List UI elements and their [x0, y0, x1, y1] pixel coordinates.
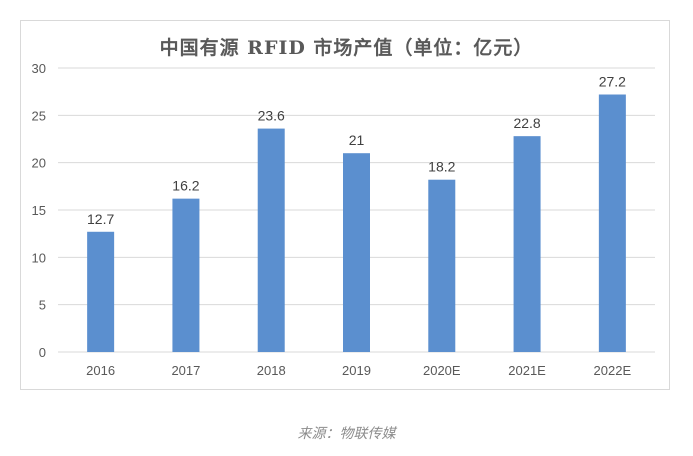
y-tick-label: 20	[32, 156, 46, 171]
bar	[598, 94, 626, 353]
value-label: 18.2	[428, 159, 455, 175]
y-tick-label: 0	[39, 345, 46, 360]
x-tick-label: 2022E	[594, 363, 632, 378]
bar	[87, 231, 115, 352]
value-label: 21	[349, 132, 365, 148]
bar	[428, 179, 456, 352]
x-tick-label: 2016	[86, 363, 115, 378]
y-tick-label: 15	[32, 203, 46, 218]
x-tick-label: 2018	[257, 363, 286, 378]
x-axis-ticks: 2016 2017 2018 2019 2020E 2021E 2022E	[86, 363, 631, 378]
value-label: 23.6	[258, 108, 285, 124]
chart-title: 中国有源 RFID 市场产值（单位：亿元）	[159, 37, 534, 59]
x-tick-label: 2017	[171, 363, 200, 378]
bars	[87, 94, 626, 353]
x-tick-label: 2019	[342, 363, 371, 378]
y-tick-label: 30	[32, 61, 46, 76]
bar	[172, 198, 200, 352]
bar	[513, 136, 541, 352]
value-label: 22.8	[513, 115, 540, 131]
x-tick-label: 2021E	[508, 363, 546, 378]
bar	[343, 153, 370, 352]
y-tick-label: 10	[32, 250, 46, 265]
source-caption: 来源：物联传媒	[297, 426, 396, 442]
value-label: 12.7	[87, 211, 114, 227]
y-tick-label: 25	[32, 108, 46, 123]
bar	[257, 128, 285, 352]
value-label: 16.2	[172, 178, 199, 194]
y-axis-ticks: 0 5 10 15 20 25 30	[32, 61, 46, 360]
x-tick-label: 2020E	[423, 363, 461, 378]
value-labels: 12.7 16.2 23.6 21 18.2 22.8 27.2	[87, 74, 626, 227]
y-tick-label: 5	[39, 298, 46, 313]
value-label: 27.2	[599, 74, 626, 90]
